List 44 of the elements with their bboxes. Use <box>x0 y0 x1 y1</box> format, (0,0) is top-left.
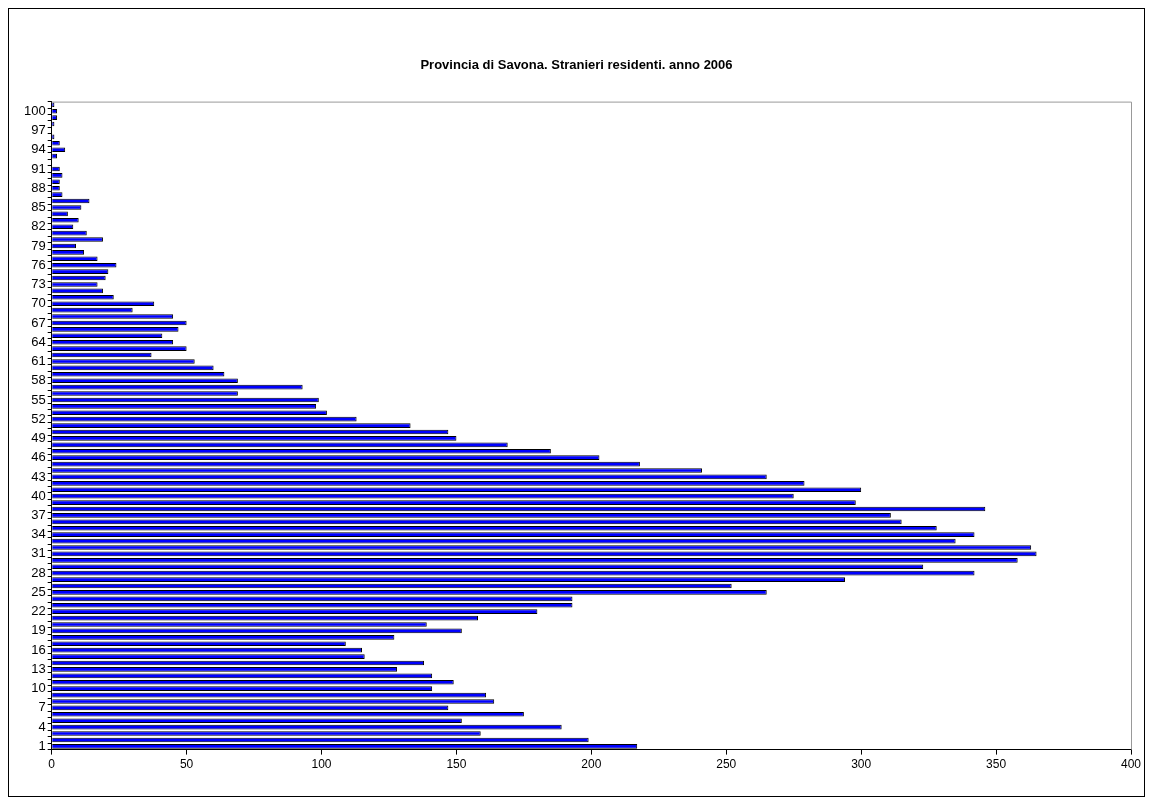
chart-title: Provincia di Savona. Stranieri residenti. anno 2006 <box>420 57 733 73</box>
y-tick-label: 55 <box>31 391 46 407</box>
y-tick-label: 4 <box>38 718 46 734</box>
x-tick-label: 150 <box>446 757 467 772</box>
y-tick-label: 79 <box>31 237 46 253</box>
y-tick-label: 46 <box>31 449 46 465</box>
y-tick-label: 7 <box>38 699 46 715</box>
x-tick-label: 350 <box>986 757 1007 772</box>
x-tick-label: 300 <box>851 757 872 772</box>
y-tick-label: 25 <box>31 583 46 599</box>
y-tick-label: 88 <box>31 179 46 195</box>
y-tick-label: 61 <box>31 353 46 369</box>
y-tick-label: 37 <box>31 507 46 522</box>
y-tick-label: 64 <box>31 333 46 349</box>
y-tick-label: 22 <box>31 603 46 619</box>
x-tick-label: 400 <box>1120 757 1142 772</box>
y-tick-label: 40 <box>31 487 46 503</box>
y-tick-label: 67 <box>31 314 46 330</box>
x-tick-label: 50 <box>179 757 194 772</box>
y-tick-label: 82 <box>31 218 46 234</box>
y-tick-label: 1 <box>38 737 46 753</box>
y-tick-label: 58 <box>31 372 46 388</box>
y-tick-label: 43 <box>31 468 46 484</box>
y-tick-label: 94 <box>31 141 46 157</box>
x-tick-label: 100 <box>311 757 332 772</box>
y-tick-label: 91 <box>31 160 46 176</box>
y-tick-label: 52 <box>31 410 46 426</box>
x-tick-label: 0 <box>48 757 56 772</box>
y-tick-label: 16 <box>31 641 46 657</box>
y-tick-label: 13 <box>31 660 46 676</box>
y-tick-label: 49 <box>31 430 46 446</box>
y-tick-label: 31 <box>31 545 46 561</box>
y-tick-label: 85 <box>31 199 46 215</box>
x-tick-label: 250 <box>716 757 737 772</box>
y-tick-label: 70 <box>31 295 46 311</box>
y-tick-label: 10 <box>31 680 46 696</box>
y-tick-label: 97 <box>31 122 46 138</box>
x-tick-label: 200 <box>581 757 602 772</box>
y-tick-label: 34 <box>31 526 46 542</box>
y-tick-label: 100 <box>23 102 46 118</box>
y-tick-label: 28 <box>31 564 46 580</box>
y-tick-label: 73 <box>31 276 46 292</box>
y-tick-label: 76 <box>31 256 46 272</box>
y-tick-label: 19 <box>31 622 46 638</box>
